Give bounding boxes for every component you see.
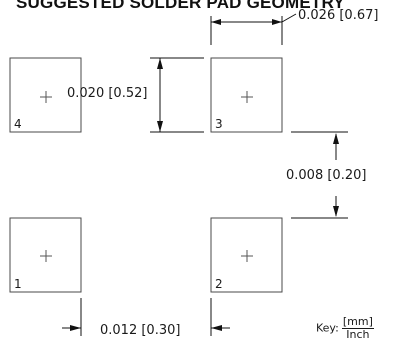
pad-3-number: 3 <box>215 117 223 131</box>
pad-width-dimension <box>210 13 297 45</box>
vertical-gap-label: 0.008 [0.20] <box>286 168 367 183</box>
key-denominator: Inch <box>346 328 370 341</box>
pad-2-center-mark <box>241 250 253 262</box>
pad-3 <box>210 57 283 133</box>
pad-4-center-mark <box>40 91 52 103</box>
units-key: Key: [mm] Inch <box>316 316 374 341</box>
diagram-title: SUGGESTED SOLDER PAD GEOMETRY <box>16 0 345 12</box>
pad-4-number: 4 <box>14 117 22 131</box>
pad-height-label: 0.020 [0.52] <box>67 86 148 101</box>
key-label: Key: <box>316 321 339 335</box>
pad-height-dimension <box>150 57 204 133</box>
horizontal-gap-dimension <box>62 298 230 336</box>
key-numerator: [mm] <box>341 315 374 329</box>
horizontal-gap-label: 0.012 [0.30] <box>100 323 181 338</box>
pad-1-center-mark <box>40 250 52 262</box>
pad-3-center-mark <box>241 91 253 103</box>
pad-2-number: 2 <box>215 277 223 291</box>
vertical-gap-dimension <box>291 131 348 219</box>
pad-1-number: 1 <box>14 277 22 291</box>
pad-width-label: 0.026 [0.67] <box>298 8 379 23</box>
